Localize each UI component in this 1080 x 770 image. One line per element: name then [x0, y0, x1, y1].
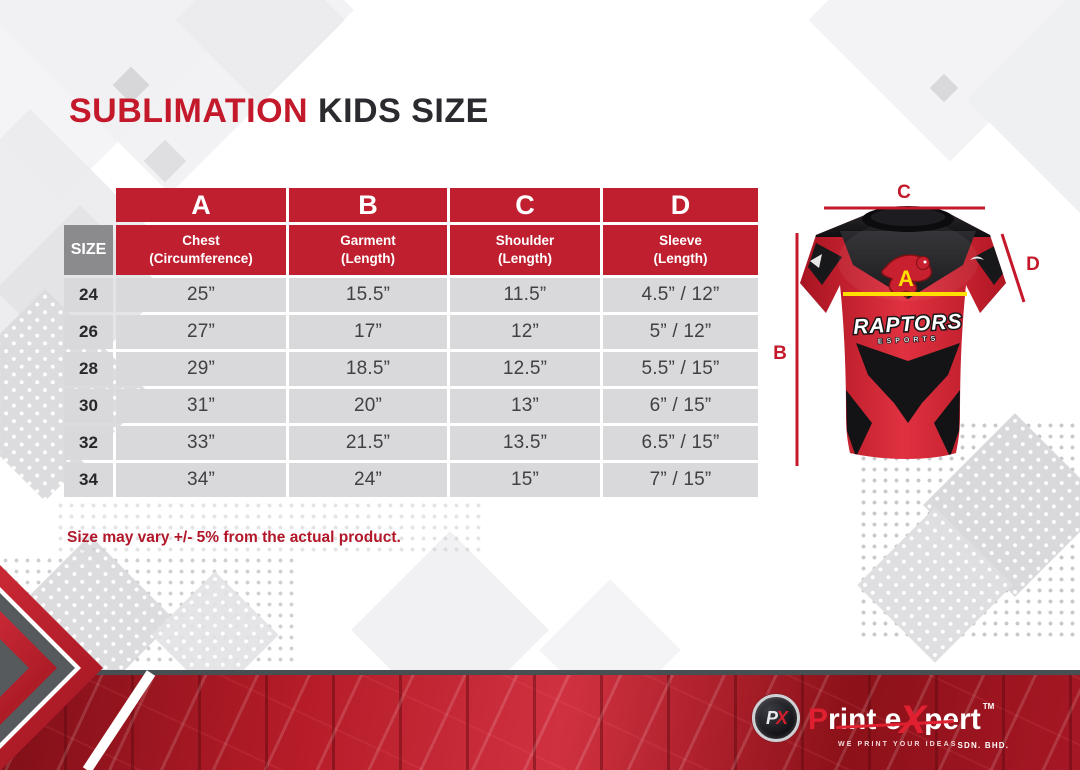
- measurement-annotations: C D B: [773, 182, 1040, 466]
- row-size-label: 24: [64, 278, 113, 312]
- halftone-dots: [55, 500, 485, 558]
- size-variance-note: Size may vary +/- 5% from the actual pro…: [67, 529, 401, 546]
- header-line1: Chest: [182, 233, 220, 249]
- sleeve-logo-right: [970, 256, 984, 260]
- size-value-b: 18.5”: [289, 352, 447, 386]
- header-line1: Shoulder: [495, 233, 555, 249]
- header-line2: (Circumference): [149, 251, 253, 266]
- size-value-d: 6” / 15”: [603, 389, 758, 423]
- column-header-a: Chest (Circumference): [116, 225, 286, 275]
- size-value-b: 21.5”: [289, 426, 447, 460]
- column-letter-c: C: [450, 188, 600, 222]
- row-size-label: 28: [64, 352, 113, 386]
- header-line2: (Length): [498, 251, 552, 266]
- brand-subline: WE PRINT YOUR IDEAS SDN. BHD.: [808, 741, 1013, 750]
- row-size-label: 30: [64, 389, 113, 423]
- column-header-c: Shoulder (Length): [450, 225, 600, 275]
- header-line2: (Length): [341, 251, 395, 266]
- brand-name-rint: rint e: [828, 703, 902, 736]
- size-value-a: 33”: [116, 426, 286, 460]
- size-value-c: 15”: [450, 463, 600, 497]
- row-size-label: 32: [64, 426, 113, 460]
- measure-label-b: B: [773, 343, 787, 364]
- chevron-corner-decoration: [0, 565, 156, 770]
- table-corner-blank: [64, 188, 113, 222]
- size-value-b: 20”: [289, 389, 447, 423]
- brand-name-x: X: [899, 698, 927, 742]
- size-value-b: 24”: [289, 463, 447, 497]
- brand-text: Print eXpert TM WE PRINT YOUR IDEAS SDN. …: [808, 692, 1013, 750]
- size-value-c: 12.5”: [450, 352, 600, 386]
- size-value-d: 7” / 15”: [603, 463, 758, 497]
- row-size-label: 34: [64, 463, 113, 497]
- brand-name: Print eXpert TM: [808, 692, 1013, 740]
- size-value-a: 27”: [116, 315, 286, 349]
- column-header-d: Sleeve (Length): [603, 225, 758, 275]
- size-value-d: 5” / 12”: [603, 315, 758, 349]
- size-value-c: 12”: [450, 315, 600, 349]
- sleeve-logo-left: [810, 254, 822, 268]
- size-value-c: 13.5”: [450, 426, 600, 460]
- size-value-b: 15.5”: [289, 278, 447, 312]
- jersey-illustration: RAPTORS ESPORTS A: [800, 206, 1006, 459]
- size-value-d: 5.5” / 15”: [603, 352, 758, 386]
- column-letter-a: A: [116, 188, 286, 222]
- page-title-rest: KIDS SIZE: [308, 92, 489, 130]
- brand-entity: SDN. BHD.: [957, 741, 1010, 750]
- column-letter-d: D: [603, 188, 758, 222]
- page-title-accent: SUBLIMATION: [69, 92, 309, 130]
- header-line1: Sleeve: [659, 233, 702, 249]
- row-size-label: 26: [64, 315, 113, 349]
- jersey-measurement-diagram: RAPTORS ESPORTS A C D B: [773, 182, 1040, 466]
- measure-label-d: D: [1026, 254, 1040, 275]
- size-value-c: 13”: [450, 389, 600, 423]
- raptor-mascot: [881, 254, 933, 299]
- size-value-a: 29”: [116, 352, 286, 386]
- brand-name-p: P: [808, 703, 829, 736]
- measure-label-a: A: [898, 266, 914, 291]
- measure-label-c: C: [897, 182, 911, 203]
- brand-tagline: WE PRINT YOUR IDEAS: [838, 741, 958, 748]
- header-line2: (Length): [653, 251, 708, 266]
- page-title: SUBLIMATION KIDS SIZE: [69, 92, 489, 131]
- shirt-sub-text: ESPORTS: [878, 335, 940, 345]
- size-value-a: 25”: [116, 278, 286, 312]
- column-header-b: Garment (Length): [289, 225, 447, 275]
- size-value-a: 34”: [116, 463, 286, 497]
- size-value-b: 17”: [289, 315, 447, 349]
- measure-line-d: [1000, 233, 1026, 303]
- size-value-d: 6.5” / 15”: [603, 426, 758, 460]
- header-line1: Garment: [340, 233, 396, 249]
- brand-name-pert: pert: [924, 703, 981, 736]
- size-column-header: SIZE: [64, 225, 113, 275]
- monogram-p: P: [765, 707, 778, 728]
- size-value-a: 31”: [116, 389, 286, 423]
- monogram-x: X: [776, 707, 788, 728]
- size-value-d: 4.5” / 12”: [603, 278, 758, 312]
- trademark-mark: TM: [982, 702, 995, 711]
- column-letter-b: B: [289, 188, 447, 222]
- size-chart-table: A B C D SIZE Chest (Circumference) Garment (Leng…: [64, 188, 758, 497]
- size-value-c: 11.5”: [450, 278, 600, 312]
